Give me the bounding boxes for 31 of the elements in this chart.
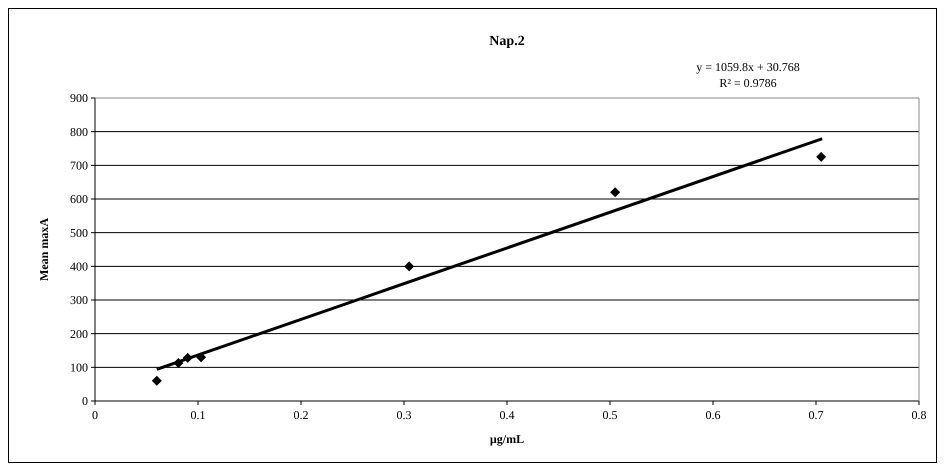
x-tick-label: 0.7: [808, 408, 824, 422]
y-tick-label: 300: [70, 293, 88, 308]
x-tick-label: 0.8: [912, 408, 926, 422]
y-axis-title: Mean maxA: [37, 218, 51, 281]
x-tick-label: 0.3: [396, 408, 412, 422]
text: R² = 0.9786: [719, 76, 777, 90]
x-tick-label: 0: [92, 408, 98, 422]
y-tick-label: 100: [70, 360, 88, 375]
point: [610, 187, 620, 198]
x-tick-label: 0.4: [500, 408, 514, 422]
y-tick-label: 900: [70, 91, 88, 106]
chart-title: Nap.2: [489, 34, 525, 49]
x-tick-label: 0.2: [294, 408, 308, 422]
y-tick-label: 500: [70, 226, 88, 240]
x-tick-label: 0.6: [706, 408, 720, 422]
y-tick-label: 400: [70, 260, 88, 274]
point: [404, 261, 414, 272]
text: y = 1059.8x + 30.768: [696, 60, 800, 74]
y-tick-label: 0: [82, 394, 88, 408]
y-tick-label: 200: [70, 326, 88, 341]
y-tick-label: 800: [70, 124, 88, 139]
point: [196, 352, 206, 362]
point: [173, 358, 184, 368]
x-tick-label: 0.1: [190, 408, 206, 422]
y-tick-label: 700: [70, 158, 88, 173]
point: [816, 152, 826, 162]
x-axis-title: µg/mL: [490, 432, 524, 446]
point: [152, 376, 162, 386]
x-tick-label: 0.5: [602, 408, 618, 422]
point: [182, 352, 193, 363]
y-tick-label: 600: [70, 192, 88, 206]
